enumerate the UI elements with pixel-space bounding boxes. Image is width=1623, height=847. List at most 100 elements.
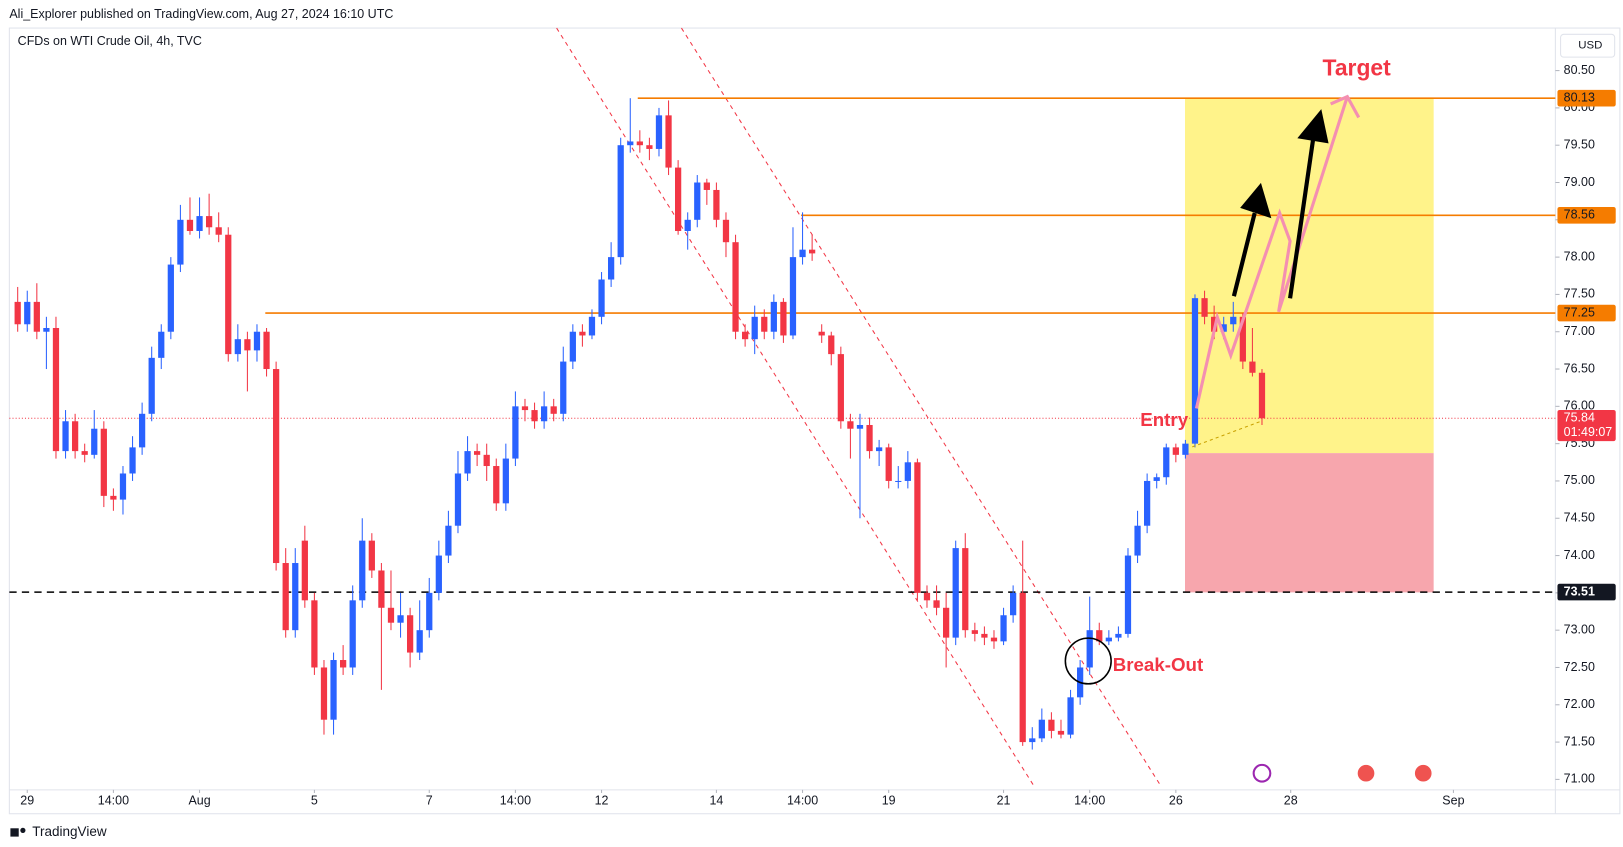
y-tick-label: 77.00	[1564, 324, 1595, 338]
x-tick-label: 14:00	[1074, 794, 1105, 808]
y-tick-label: 75.00	[1564, 473, 1595, 487]
candle-body	[914, 462, 921, 593]
candle-body	[1249, 361, 1256, 373]
candle-body	[885, 447, 892, 481]
candle-body	[502, 458, 509, 504]
arrow-shaft	[1288, 140, 1316, 299]
candle-body	[1144, 480, 1151, 526]
candle-body	[521, 406, 529, 411]
candle-body	[1201, 298, 1208, 317]
symbol-legend: CFDs on WTI Crude Oil, 4h, TVC	[18, 34, 202, 48]
candle-body	[761, 316, 768, 332]
level-tag-label: 77.25	[1564, 305, 1595, 319]
candle-body	[943, 607, 950, 638]
candle-body	[100, 428, 107, 496]
candle-body	[722, 219, 730, 243]
x-tick-label: Sep	[1442, 794, 1464, 808]
candle-body	[531, 410, 538, 422]
y-tick-label: 79.00	[1564, 175, 1595, 189]
candle-body	[1010, 592, 1017, 616]
candle-body	[416, 630, 423, 653]
arrow-head	[1240, 182, 1272, 219]
level-tag-label: 78.56	[1564, 208, 1595, 222]
y-tick-label: 72.00	[1564, 697, 1595, 711]
target-label: Target	[1323, 55, 1392, 81]
candle-body	[397, 615, 404, 623]
level-tag	[1557, 207, 1616, 224]
last-price-tag	[1557, 409, 1616, 442]
y-tick-label: 79.50	[1564, 138, 1595, 152]
x-tick-label: 14	[709, 794, 723, 808]
x-tick-label: 7	[426, 794, 433, 808]
candle-body	[234, 339, 241, 355]
candle-body	[33, 301, 40, 332]
candle-body	[62, 421, 69, 452]
candle-body	[359, 540, 366, 601]
y-tick-label: 72.50	[1564, 660, 1595, 674]
y-tick-label: 73.00	[1564, 622, 1595, 636]
x-tick-label: 12	[595, 794, 609, 808]
event-icon[interactable]	[1252, 763, 1272, 783]
candle-body	[579, 331, 586, 336]
candle-body	[608, 257, 615, 280]
support-tag-label: 73.51	[1564, 584, 1595, 598]
candle-body	[627, 141, 634, 146]
candle-body	[1134, 525, 1141, 556]
candle-body	[569, 331, 576, 362]
candle-body	[799, 249, 806, 258]
candle-body	[818, 331, 825, 336]
candle-body	[789, 257, 797, 336]
candle-body	[598, 279, 605, 317]
level-tag	[1557, 89, 1616, 107]
candle-body	[320, 667, 328, 720]
candle-body	[780, 301, 787, 336]
candle-body	[1163, 447, 1170, 478]
candle-body	[732, 242, 739, 332]
candle-body	[14, 301, 21, 325]
axes: 80.5080.0079.5079.0078.5078.0077.5077.00…	[20, 63, 1595, 808]
candle-body	[1057, 730, 1065, 735]
candle-body	[263, 331, 270, 370]
candle-body	[1239, 316, 1246, 362]
last-price-label: 75.84	[1564, 411, 1595, 425]
currency-box[interactable]	[1560, 33, 1616, 58]
candle-body	[933, 600, 940, 608]
candle-body	[272, 369, 280, 564]
candle-body	[742, 331, 749, 340]
y-tick-label: 80.50	[1564, 63, 1595, 77]
candle-body	[751, 316, 758, 340]
candle-body	[253, 331, 261, 351]
event-icon[interactable]	[1355, 762, 1377, 784]
brand-logo	[20, 827, 26, 833]
event-icon[interactable]	[1412, 762, 1434, 784]
candle-body	[1086, 630, 1093, 668]
candle-body	[368, 540, 375, 571]
candle-body	[617, 145, 624, 258]
candle-body	[81, 451, 88, 455]
arrow-head	[1297, 109, 1329, 144]
brand-name: TradingView	[32, 824, 107, 839]
candle-body	[91, 428, 98, 455]
levels	[9, 97, 1556, 593]
x-tick-label: 29	[20, 794, 34, 808]
candle-body	[311, 600, 318, 668]
x-tick-label: 14:00	[787, 794, 818, 808]
candle-body	[1067, 697, 1074, 735]
y-tick-label: 76.50	[1564, 361, 1595, 375]
candle-body	[129, 447, 136, 474]
candle-body	[770, 301, 777, 332]
candle-body	[847, 421, 854, 429]
candle-body	[349, 600, 356, 668]
candle-body	[52, 327, 60, 452]
candle-body	[837, 354, 844, 422]
projection-path	[1194, 96, 1349, 409]
candle-body	[694, 182, 701, 220]
candle-body	[541, 406, 548, 422]
x-tick-label: 28	[1284, 794, 1298, 808]
candle-body	[655, 115, 663, 149]
publisher-header: Ali_Explorer published on TradingView.co…	[9, 7, 393, 21]
candle-body	[904, 462, 911, 481]
